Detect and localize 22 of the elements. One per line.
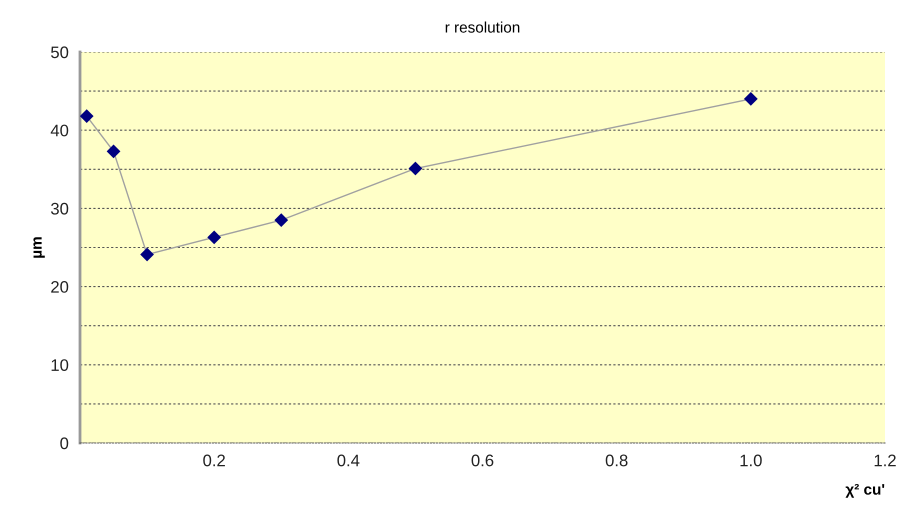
x-tick-label: 0.2 bbox=[203, 454, 225, 466]
x-tick-label: 1.2 bbox=[874, 454, 896, 466]
point bbox=[744, 92, 758, 106]
x-tick-label: 0.6 bbox=[472, 454, 494, 466]
point bbox=[208, 230, 221, 244]
y-tick-label: 40 bbox=[50, 124, 68, 136]
x-tick-label: 0.8 bbox=[606, 454, 628, 466]
point bbox=[80, 110, 94, 123]
y-axis-title: µm bbox=[33, 237, 45, 258]
chart-title: r resolution bbox=[446, 21, 520, 33]
y-tick-label: 20 bbox=[51, 281, 68, 293]
point bbox=[408, 162, 422, 176]
y-tick-label: 10 bbox=[52, 359, 68, 372]
x-tick-label: 0.4 bbox=[337, 454, 360, 466]
y-tick-label: 50 bbox=[51, 46, 68, 58]
y-tick-label: 30 bbox=[50, 202, 68, 215]
point bbox=[140, 248, 154, 262]
x-axis-title: χ² cu' bbox=[846, 484, 884, 498]
x-tick-label: 1.0 bbox=[740, 454, 762, 466]
point bbox=[106, 144, 120, 158]
y-tick-label: 0 bbox=[60, 437, 68, 450]
point bbox=[274, 214, 288, 227]
